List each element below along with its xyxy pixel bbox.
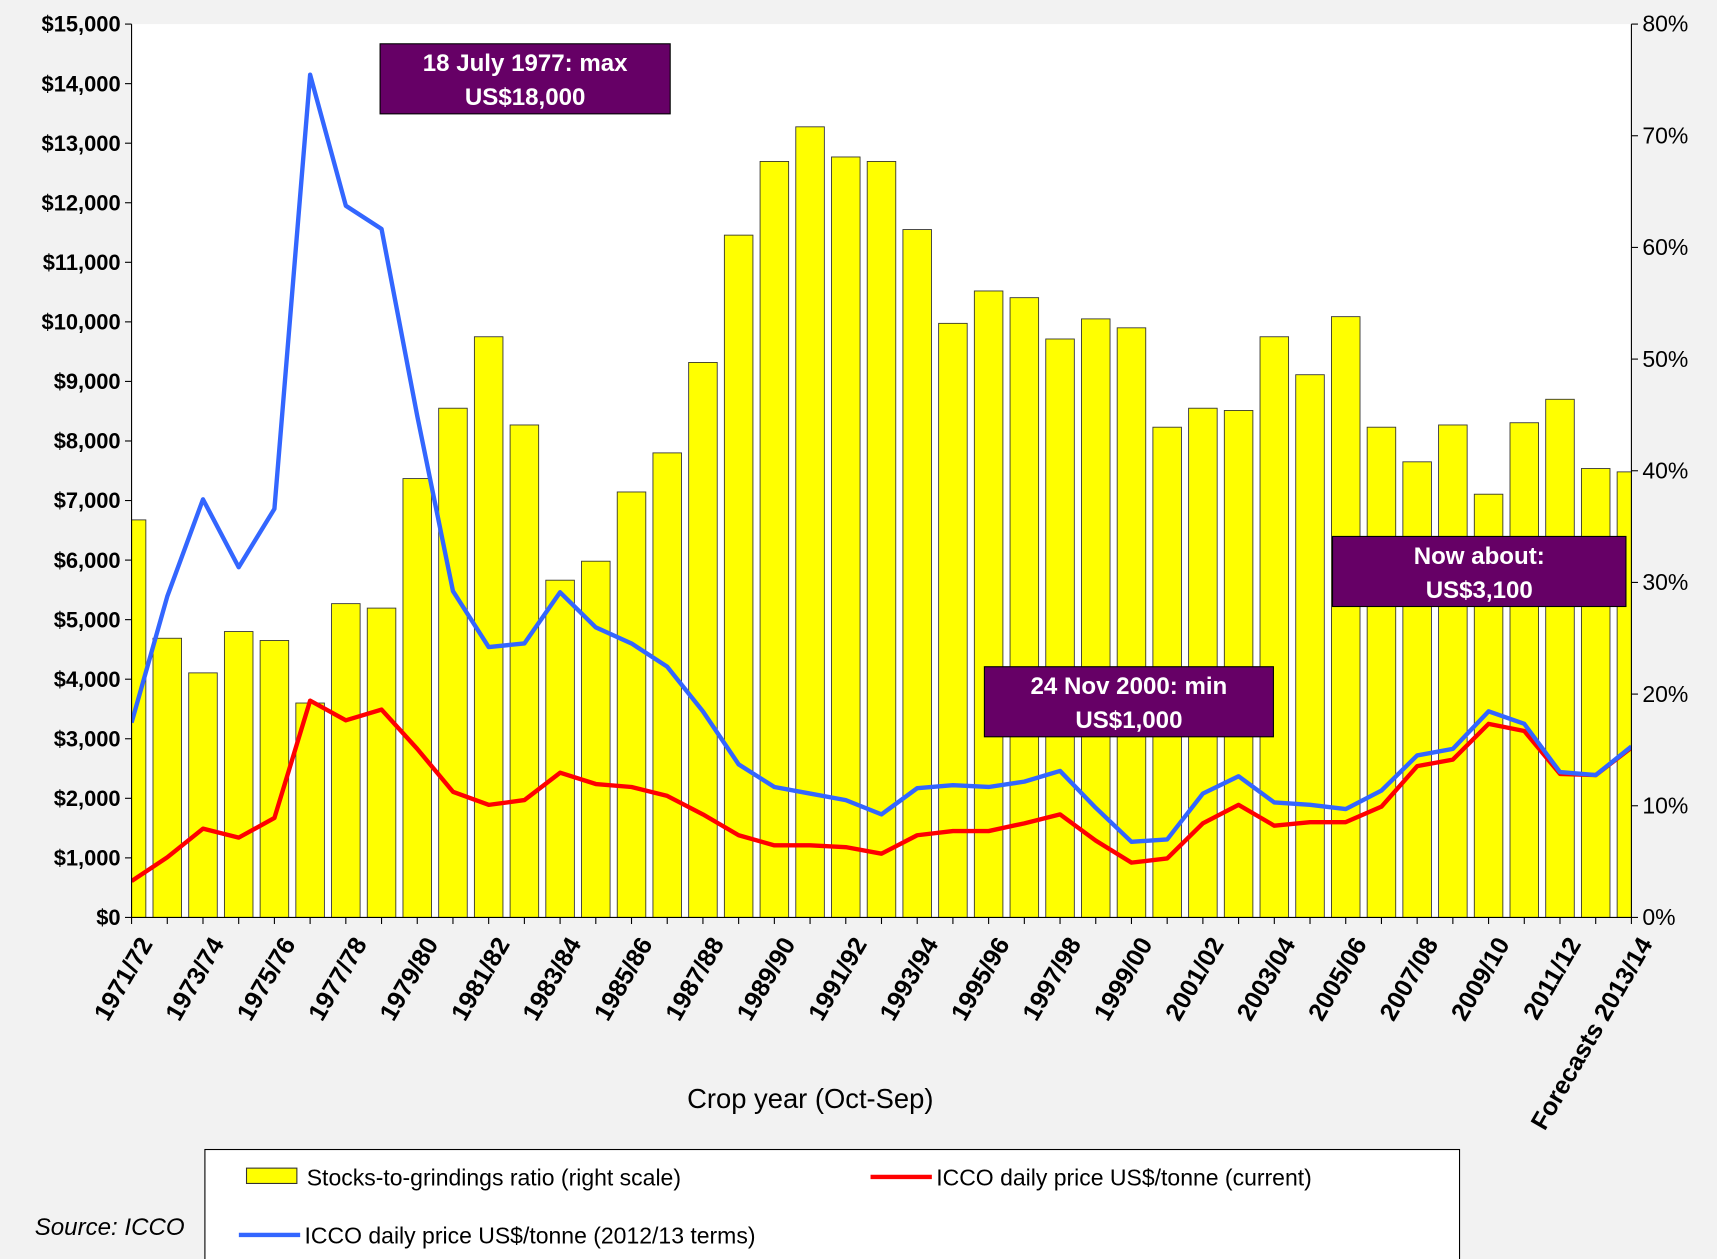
bar xyxy=(473,336,504,918)
annotation-box xyxy=(1331,535,1627,608)
line xyxy=(131,72,1632,844)
bar xyxy=(1116,327,1147,918)
bar xyxy=(652,452,682,918)
y-tick-label: $7,000 xyxy=(54,488,121,513)
bar xyxy=(723,234,754,918)
y-tick-label: $0 xyxy=(96,905,120,930)
bar xyxy=(259,640,290,918)
bar xyxy=(1580,468,1611,918)
bar xyxy=(759,160,790,918)
bar xyxy=(1009,297,1040,918)
annotation-text: 18 July 1977: max xyxy=(423,50,628,77)
bar xyxy=(1331,316,1361,918)
annotation-text: 24 Nov 2000: min xyxy=(1031,673,1228,700)
y-tick-label: $9,000 xyxy=(54,369,121,394)
y2-tick-label: 20% xyxy=(1642,681,1688,707)
y-tick-label: $13,000 xyxy=(42,131,121,156)
legend-swatch xyxy=(245,1167,298,1185)
bar xyxy=(1366,426,1397,918)
bar xyxy=(545,579,575,918)
bar xyxy=(831,156,861,918)
y-tick-label: $4,000 xyxy=(54,667,121,692)
y2-tick-label: 0% xyxy=(1642,904,1675,930)
y-tick-label: $3,000 xyxy=(54,726,121,751)
y2-tick-label: 70% xyxy=(1642,122,1688,148)
annotation-text: Now about: xyxy=(1414,543,1545,570)
bar xyxy=(938,322,968,918)
bar xyxy=(688,362,718,918)
line xyxy=(131,698,1632,883)
legend-label: ICCO daily price US$/tonne (current) xyxy=(936,1165,1312,1191)
bar xyxy=(366,607,397,918)
bar xyxy=(866,160,897,918)
bar xyxy=(1223,410,1254,918)
bar xyxy=(1081,318,1111,918)
annotation-box xyxy=(379,43,671,115)
bar xyxy=(1545,398,1575,918)
y-tick-label: $5,000 xyxy=(54,607,121,632)
legend-label: Stocks-to-grindings ratio (right scale) xyxy=(307,1165,681,1191)
annotation-text: US$18,000 xyxy=(465,84,586,111)
y-tick-label: $11,000 xyxy=(43,250,121,275)
bar xyxy=(131,519,147,918)
bar xyxy=(223,631,254,918)
bar xyxy=(188,672,218,918)
y2-tick-label: 60% xyxy=(1642,234,1688,260)
bar xyxy=(1295,374,1325,918)
bar xyxy=(973,290,1004,918)
bar xyxy=(152,637,182,918)
legend xyxy=(204,1148,1461,1259)
y-tick-label: $14,000 xyxy=(42,71,121,96)
bar xyxy=(1259,336,1290,918)
y2-tick-label: 50% xyxy=(1642,346,1688,372)
y2-tick-label: 40% xyxy=(1642,457,1688,483)
bar xyxy=(1402,461,1432,918)
bar xyxy=(616,491,647,918)
y2-tick-label: 80% xyxy=(1642,11,1688,37)
y-tick-label: $8,000 xyxy=(54,429,121,454)
bar xyxy=(402,478,432,918)
bar xyxy=(509,424,540,918)
bar xyxy=(1045,338,1075,918)
annotation-box xyxy=(983,666,1274,738)
bar xyxy=(438,407,468,918)
y2-tick-label: 30% xyxy=(1642,569,1688,595)
bar xyxy=(902,229,932,918)
annotation-text: US$3,100 xyxy=(1426,577,1533,604)
bar xyxy=(1188,407,1218,918)
y-tick-label: $15,000 xyxy=(42,12,121,37)
annotation-text: US$1,000 xyxy=(1075,707,1182,734)
y-tick-label: $6,000 xyxy=(54,548,121,573)
bar xyxy=(1509,422,1540,918)
y-tick-label: $12,000 xyxy=(42,190,121,215)
bar xyxy=(331,603,361,918)
y2-tick-label: 10% xyxy=(1642,792,1688,818)
x-axis-label: Crop year (Oct-Sep) xyxy=(687,1083,933,1114)
y-tick-label: $1,000 xyxy=(54,846,121,871)
y-tick-label: $10,000 xyxy=(42,310,121,335)
bar xyxy=(1438,424,1468,918)
legend-label: ICCO daily price US$/tonne (2012/13 term… xyxy=(305,1223,756,1249)
y-tick-label: $2,000 xyxy=(54,786,121,811)
source: Source: ICCO xyxy=(35,1214,185,1241)
plot xyxy=(131,72,1632,918)
bar xyxy=(795,126,825,918)
